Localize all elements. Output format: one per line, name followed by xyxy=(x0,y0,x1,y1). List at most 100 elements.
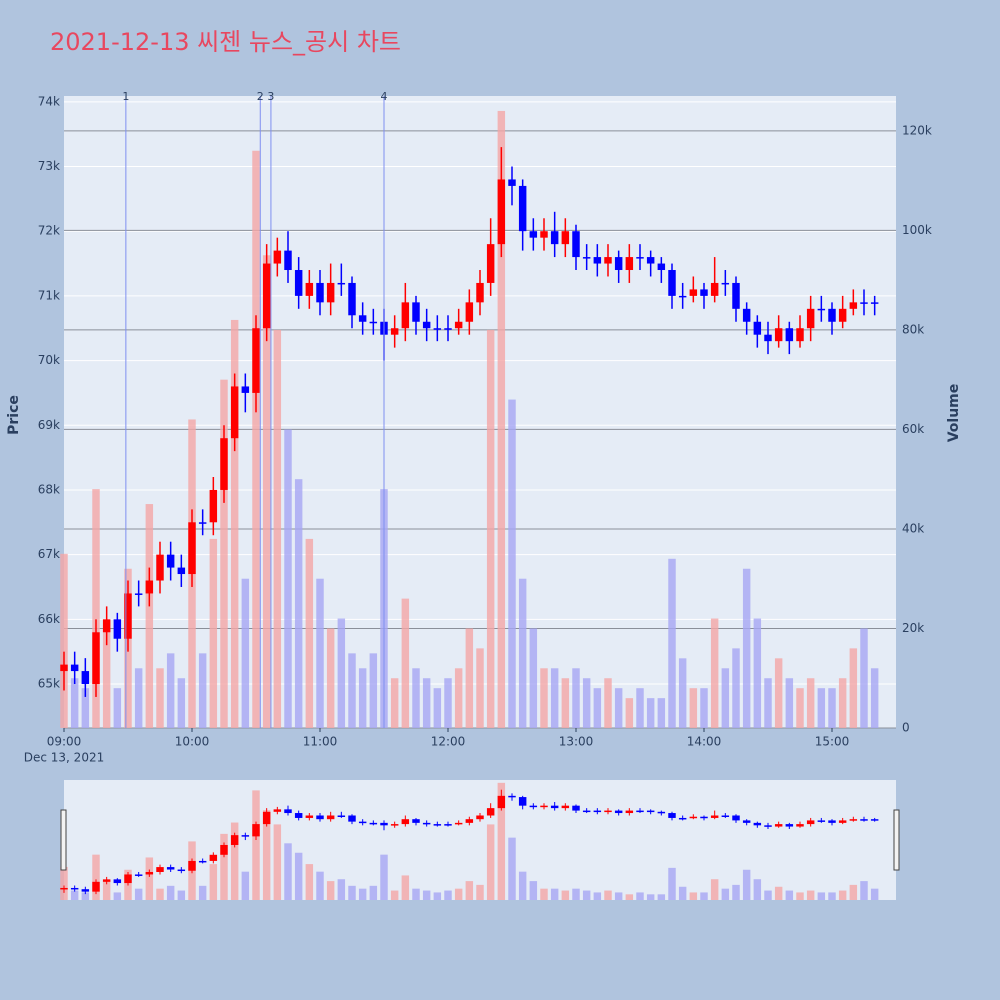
candle-body xyxy=(668,270,676,296)
candle-body xyxy=(774,328,783,342)
candle-body xyxy=(849,302,858,309)
candle-body xyxy=(625,257,634,271)
slider-volume-bar xyxy=(721,888,730,900)
candle-body xyxy=(742,308,751,322)
candle-body xyxy=(838,308,847,322)
volume-bar xyxy=(764,678,772,728)
candle-body xyxy=(817,308,826,311)
volume-bar xyxy=(774,658,783,728)
volume-bar xyxy=(561,678,570,728)
volume-bar xyxy=(742,568,751,728)
slider-volume-bar xyxy=(796,892,804,900)
slider-volume-bar xyxy=(262,810,271,900)
candle-body xyxy=(582,257,591,259)
slider-candle-body xyxy=(518,797,527,806)
volume-bar xyxy=(92,489,100,728)
slider-volume-bar xyxy=(710,879,719,900)
slider-candle-body xyxy=(145,871,154,875)
candle-body xyxy=(444,328,452,330)
slider-candle-body xyxy=(529,805,538,808)
candle-body xyxy=(81,671,90,685)
y2-tick-label: 40k xyxy=(902,521,924,535)
candle-body xyxy=(476,282,484,303)
volume-bar xyxy=(700,688,708,728)
candle-body xyxy=(166,554,175,568)
slider-candle-body xyxy=(412,819,420,823)
slider-candle-body xyxy=(860,819,868,821)
slider-candle-body xyxy=(785,824,794,827)
candle-body xyxy=(262,263,271,329)
volume-bar xyxy=(721,668,730,728)
slider-volume-bar xyxy=(561,890,570,900)
candle-body xyxy=(604,257,612,264)
volume-bar xyxy=(284,429,292,728)
slider-volume-bar xyxy=(838,890,847,900)
slider-volume-bar xyxy=(92,854,100,900)
candle-body xyxy=(710,282,719,296)
volume-bar xyxy=(134,668,143,728)
slider-candle-body xyxy=(422,822,431,825)
volume-bar xyxy=(444,678,452,728)
volume-bar xyxy=(806,678,815,728)
candle-body xyxy=(348,282,356,316)
volume-bar xyxy=(252,150,260,728)
slider-candle-body xyxy=(838,820,847,823)
volume-bar xyxy=(732,648,740,728)
candle-body xyxy=(764,334,772,342)
slider-candle-body xyxy=(486,808,495,816)
y-tick-label: 67k xyxy=(38,547,60,561)
x-tick-label: 13:00 xyxy=(559,735,594,749)
slider-volume-bar xyxy=(540,888,548,900)
volume-bar xyxy=(710,618,719,728)
candle-body xyxy=(337,282,346,285)
candle-body xyxy=(433,328,442,330)
volume-bar xyxy=(390,678,399,728)
slider-candle-body xyxy=(753,822,762,826)
slider-volume-bar xyxy=(689,892,698,900)
slider-volume-bar xyxy=(764,890,772,900)
slider-volume-bar xyxy=(358,888,367,900)
candle-body xyxy=(540,231,548,238)
slider-candle-body xyxy=(156,867,164,872)
y-tick-label: 69k xyxy=(38,418,60,432)
volume-bar xyxy=(454,668,463,728)
slider-candle-body xyxy=(774,824,783,827)
candle-body xyxy=(209,489,218,523)
candle-body xyxy=(646,257,655,264)
slider-candle-body xyxy=(764,825,772,827)
candle-body xyxy=(188,522,196,575)
slider-volume-bar xyxy=(476,884,484,900)
slider-candle-body xyxy=(284,809,292,814)
volume-bar xyxy=(572,668,580,728)
candle-body xyxy=(422,321,431,329)
y-tick-label: 68k xyxy=(38,482,60,496)
slider-volume-bar xyxy=(678,886,687,900)
slider-candle-body xyxy=(614,810,623,814)
x-tick-label: 10:00 xyxy=(175,735,210,749)
slider-handle[interactable] xyxy=(60,809,67,871)
candle-body xyxy=(230,386,239,439)
volume-bar xyxy=(508,399,516,728)
slider-candle-body xyxy=(796,824,804,827)
slider-volume-bar xyxy=(465,881,474,900)
slider-candle-body xyxy=(550,805,559,809)
y-axis-title: Price xyxy=(6,395,22,435)
candle-body xyxy=(305,282,314,296)
candle-body xyxy=(689,289,698,296)
volume-bar xyxy=(518,578,527,728)
slider-candle-body xyxy=(92,881,100,892)
slider-candle-body xyxy=(444,824,452,826)
slider-volume-bar xyxy=(870,888,879,900)
slider-volume-bar xyxy=(102,881,111,900)
slider-candle-body xyxy=(646,810,655,813)
y2-tick-label: 80k xyxy=(902,322,924,336)
candle-body xyxy=(796,328,804,342)
slider-volume-bar xyxy=(668,867,676,900)
volume-bar xyxy=(625,698,634,728)
volume-bar xyxy=(102,628,111,728)
volume-bar xyxy=(646,698,655,728)
slider-handle[interactable] xyxy=(893,809,900,871)
slider-candle-body xyxy=(476,815,484,820)
candle-body xyxy=(412,302,420,322)
candle-body xyxy=(753,321,762,335)
